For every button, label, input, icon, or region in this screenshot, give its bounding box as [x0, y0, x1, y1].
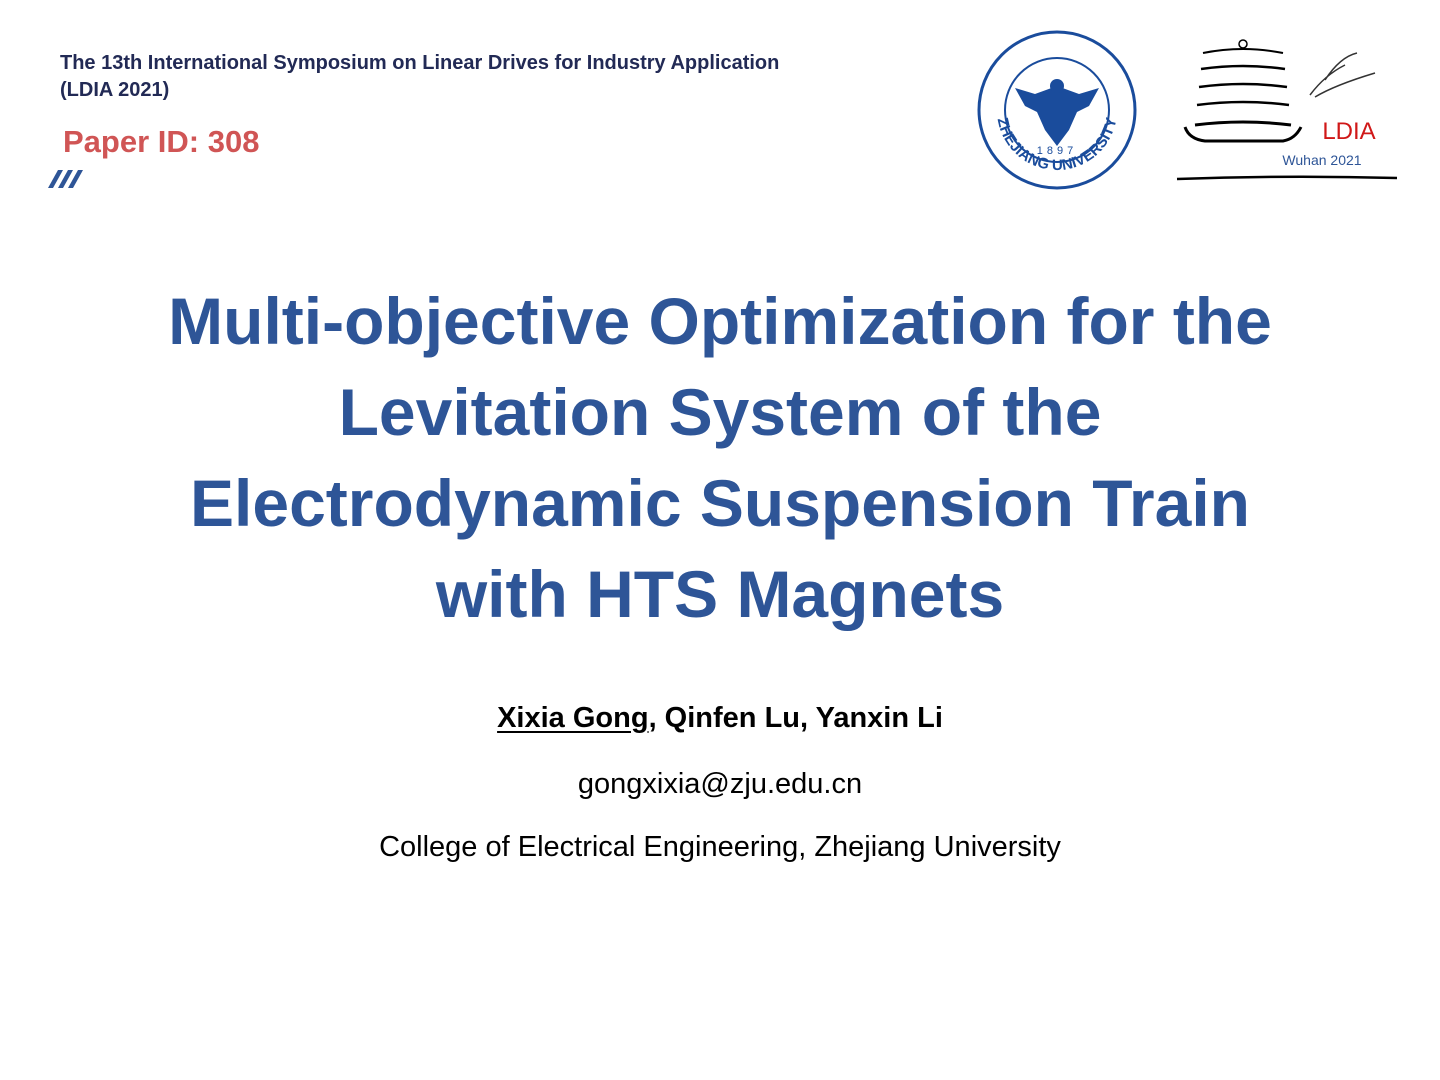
title-line: Multi-objective Optimization for the	[168, 284, 1272, 358]
title-line: Levitation System of the	[338, 375, 1102, 449]
zju-year: 1897	[1037, 145, 1077, 157]
slash-decoration	[48, 170, 83, 188]
ldia-logo: LDIA Wuhan 2021	[1176, 39, 1398, 181]
presenter: Xixia Gong	[497, 702, 649, 734]
title: Multi-objective Optimization for the Lev…	[0, 276, 1440, 640]
paper-id: Paper ID: 308	[63, 124, 260, 159]
email: gongxixia@zju.edu.cn	[577, 768, 863, 800]
ldia-place: Wuhan 2021	[1282, 152, 1361, 168]
title-line: Electrodynamic Suspension Train	[190, 466, 1250, 540]
authors: Xixia Gong, Qinfen Lu, Yanxin Li	[0, 702, 1440, 735]
conference: The 13th International Symposium on Line…	[60, 50, 779, 104]
coauthors: , Qinfen Lu, Yanxin Li	[648, 702, 943, 734]
conference-line: The 13th International Symposium on Line…	[60, 52, 780, 74]
affiliation: College of Electrical Engineering, Zheji…	[379, 831, 1061, 863]
title-line: with HTS Magnets	[435, 557, 1005, 631]
conference-line: (LDIA 2021)	[60, 79, 170, 101]
zju-logo: ZHEJIANG UNIVERSITY 1897	[977, 30, 1137, 190]
ldia-name: LDIA	[1322, 118, 1375, 145]
